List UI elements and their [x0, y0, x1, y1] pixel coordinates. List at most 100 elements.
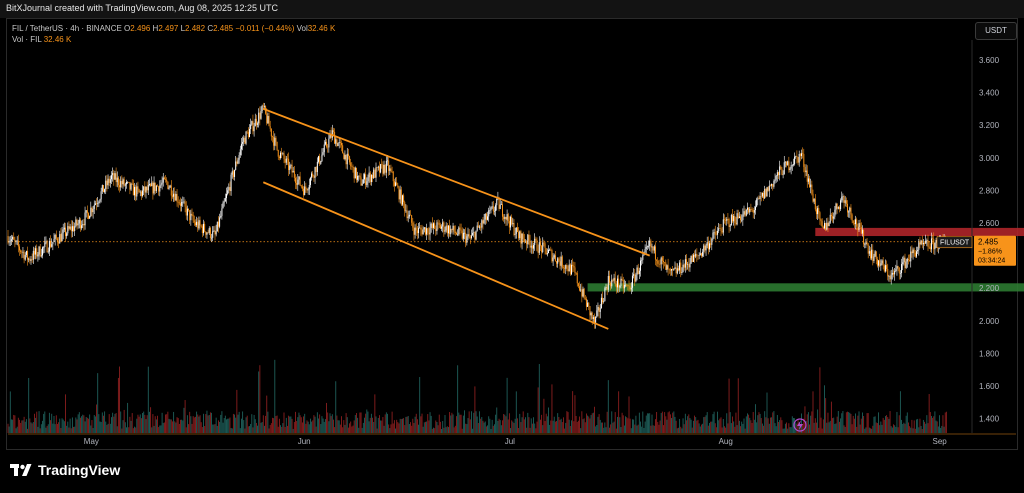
candle-body	[499, 204, 501, 209]
candle-body	[413, 227, 415, 235]
candle-body	[159, 185, 161, 192]
volume-bar	[873, 416, 875, 433]
volume-bar	[595, 426, 597, 433]
volume-bar	[615, 428, 617, 433]
candle-body	[219, 217, 221, 227]
volume-bar	[842, 411, 844, 433]
volume-bar	[704, 416, 706, 433]
volume-bar	[99, 421, 101, 433]
candle-body	[755, 206, 756, 211]
support-zone[interactable]	[587, 283, 1024, 292]
volume-bar	[663, 425, 664, 433]
candle-body	[911, 251, 913, 254]
volume-bar	[384, 414, 386, 433]
volume-bar	[284, 426, 286, 433]
candle-body	[168, 187, 170, 189]
candle-body	[246, 131, 248, 133]
volume-bar	[14, 415, 16, 433]
volume-bar	[461, 428, 463, 433]
volume-bar	[756, 422, 758, 433]
candle-body	[458, 227, 460, 235]
channel-upper-line[interactable]	[262, 108, 651, 257]
candle-body	[872, 249, 874, 261]
volume-bar	[882, 417, 884, 433]
volume-bar	[19, 419, 20, 433]
currency-button[interactable]: USDT	[975, 22, 1017, 40]
candle-body	[53, 239, 55, 242]
volume-bar	[103, 415, 104, 433]
lightning-badge-icon[interactable]	[793, 418, 807, 432]
candle-body	[254, 118, 256, 127]
candle-body	[550, 249, 552, 251]
volume-bar	[8, 426, 10, 433]
symbol-price-label[interactable]: FILUSDT	[936, 236, 973, 249]
candle-body	[347, 153, 349, 157]
volume-bar	[259, 365, 261, 433]
candle-body	[836, 203, 838, 209]
volume-bar	[448, 427, 449, 433]
volume-bar	[435, 420, 437, 433]
volume-bar	[770, 417, 771, 433]
volume-bar	[472, 428, 474, 433]
volume-bar	[181, 419, 183, 433]
candle-body	[870, 251, 871, 259]
candle-body	[561, 256, 563, 268]
candle-body	[40, 255, 42, 257]
candle-body	[366, 181, 368, 185]
candle-body	[387, 160, 388, 162]
channel-lower-line[interactable]	[262, 181, 609, 330]
candle-body	[890, 274, 892, 280]
volume-bar	[345, 413, 347, 433]
volume-bar	[61, 418, 63, 433]
volume-bar	[766, 392, 768, 433]
volume-bar	[934, 411, 936, 433]
volume-bar	[580, 428, 582, 433]
candle-body	[428, 232, 430, 235]
price-tag-box[interactable]	[974, 235, 1016, 266]
volume-bar	[283, 412, 285, 433]
volume-bar	[398, 423, 400, 433]
volume-bar	[856, 426, 858, 433]
resistance-zone[interactable]	[815, 227, 1024, 237]
volume-bar	[902, 424, 904, 433]
candle-body	[208, 227, 210, 233]
volume-bar	[374, 394, 376, 433]
candle-body	[316, 161, 318, 173]
candle-body	[926, 240, 928, 241]
volume-bar	[627, 418, 629, 433]
volume-bar	[852, 415, 854, 433]
candle-body	[612, 279, 614, 281]
candle-body	[52, 241, 54, 245]
symbol-legend[interactable]: FIL / TetherUS · 4h · BINANCE O2.496 H2.…	[12, 24, 335, 33]
volume-bar	[441, 428, 442, 433]
candle-body	[483, 219, 485, 224]
volume-bar	[155, 419, 157, 433]
volume-bar	[397, 422, 399, 433]
volume-bar	[246, 415, 248, 433]
volume-bar	[589, 418, 591, 433]
volume-bar	[29, 418, 31, 433]
candle-body	[827, 222, 829, 227]
volume-bar	[153, 425, 155, 433]
candle-body	[405, 210, 407, 212]
candle-body	[789, 168, 791, 170]
volume-bar	[784, 423, 786, 433]
candle-body	[139, 191, 141, 193]
volume-bar	[146, 415, 148, 433]
volume-bar	[860, 418, 862, 433]
candle-body	[767, 187, 769, 191]
candle-body	[77, 223, 79, 226]
volume-bar	[327, 412, 329, 433]
candle-body	[224, 198, 226, 202]
volume-legend[interactable]: Vol · FIL 32.46 K	[12, 35, 71, 44]
volume-bar	[768, 423, 770, 433]
volume-bar	[281, 426, 283, 433]
tradingview-logo[interactable]: TradingView	[10, 462, 120, 478]
candle-body	[849, 207, 851, 212]
volume-bar	[31, 423, 33, 433]
candle-body	[162, 177, 164, 183]
volume-bar	[705, 415, 707, 433]
candle-body	[457, 234, 459, 235]
candle-body	[797, 157, 799, 163]
candle-body	[184, 201, 186, 207]
